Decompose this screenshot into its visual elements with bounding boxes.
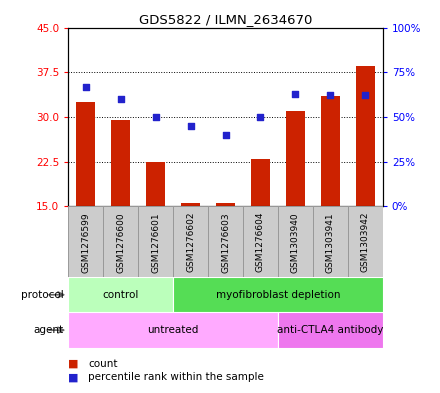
Text: anti-CTLA4 antibody: anti-CTLA4 antibody xyxy=(277,325,384,335)
Bar xyxy=(68,277,173,312)
Text: myofibroblast depletion: myofibroblast depletion xyxy=(216,290,340,300)
Bar xyxy=(208,206,243,277)
Text: percentile rank within the sample: percentile rank within the sample xyxy=(88,372,264,382)
Text: control: control xyxy=(103,290,139,300)
Bar xyxy=(278,312,383,348)
Text: GSM1276602: GSM1276602 xyxy=(186,212,195,272)
Bar xyxy=(181,203,200,206)
Bar xyxy=(356,66,375,206)
Bar xyxy=(138,206,173,277)
Point xyxy=(327,92,334,99)
Text: untreated: untreated xyxy=(147,325,199,335)
Text: GSM1276599: GSM1276599 xyxy=(81,212,90,273)
Text: ■: ■ xyxy=(68,372,79,382)
Bar xyxy=(321,96,340,206)
Text: GSM1276604: GSM1276604 xyxy=(256,212,265,272)
Text: protocol: protocol xyxy=(21,290,64,300)
Title: GDS5822 / ILMN_2634670: GDS5822 / ILMN_2634670 xyxy=(139,13,312,26)
Bar xyxy=(68,312,278,348)
Point xyxy=(292,90,299,97)
Point xyxy=(257,114,264,120)
Bar xyxy=(348,206,383,277)
Bar xyxy=(103,206,138,277)
Text: GSM1276600: GSM1276600 xyxy=(116,212,125,273)
Text: GSM1303941: GSM1303941 xyxy=(326,212,335,273)
Bar xyxy=(111,120,130,206)
Bar xyxy=(146,162,165,206)
Bar xyxy=(68,206,103,277)
Bar xyxy=(286,111,305,206)
Bar xyxy=(251,159,270,206)
Text: GSM1303940: GSM1303940 xyxy=(291,212,300,273)
Bar xyxy=(76,102,95,206)
Point xyxy=(152,114,159,120)
Text: ■: ■ xyxy=(68,358,79,369)
Bar xyxy=(216,203,235,206)
Point xyxy=(222,132,229,138)
Bar xyxy=(278,206,313,277)
Bar xyxy=(313,206,348,277)
Bar xyxy=(243,206,278,277)
Text: GSM1276601: GSM1276601 xyxy=(151,212,160,273)
Point xyxy=(187,123,194,129)
Text: GSM1303942: GSM1303942 xyxy=(361,212,370,272)
Text: GSM1276603: GSM1276603 xyxy=(221,212,230,273)
Text: agent: agent xyxy=(34,325,64,335)
Point xyxy=(117,96,124,102)
Point xyxy=(82,83,89,90)
Point xyxy=(362,92,369,99)
Bar xyxy=(173,206,208,277)
Text: count: count xyxy=(88,358,117,369)
Bar xyxy=(173,277,383,312)
